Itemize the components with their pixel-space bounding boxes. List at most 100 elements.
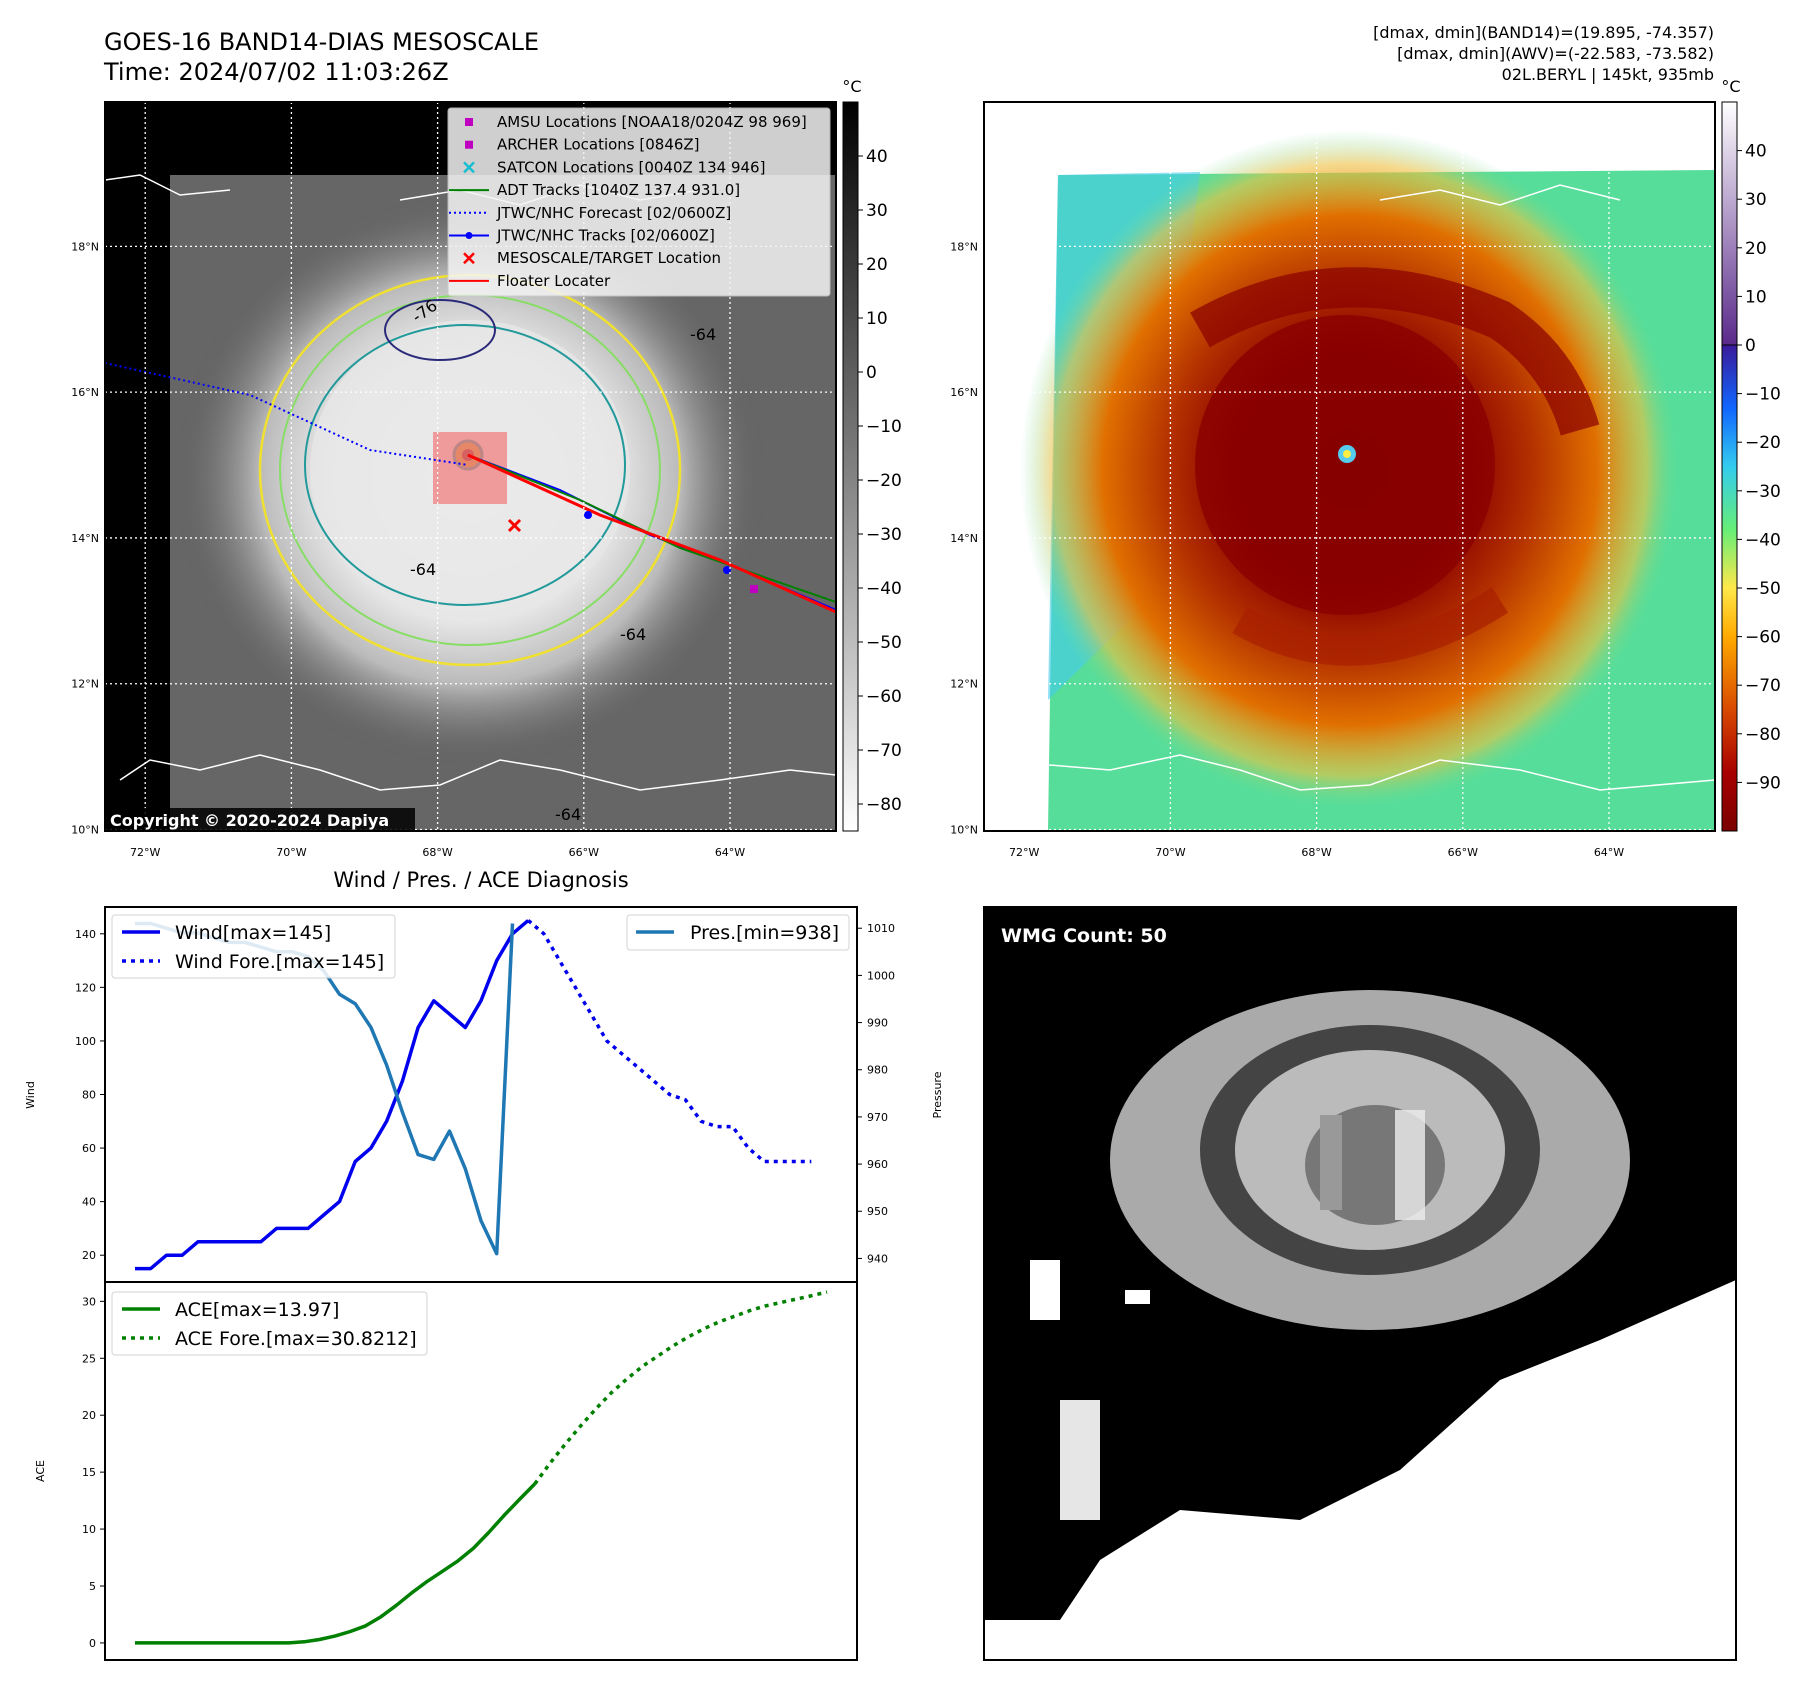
y-right-tick-label: 960 <box>867 1158 888 1171</box>
colorbar-tick-label: −10 <box>866 417 902 437</box>
ir-map-frame <box>104 101 837 832</box>
colorbar-tick-label: 0 <box>1745 336 1756 356</box>
y-right-tick-label: 990 <box>867 1017 888 1030</box>
y-tick-label: 20 <box>82 1249 96 1262</box>
copyright-text: Copyright © 2020-2024 Dapiya <box>110 811 389 830</box>
contour-label: -64 <box>555 805 581 824</box>
y-tick-label: 100 <box>75 1035 96 1048</box>
colorbar-tick-label: −80 <box>1745 725 1781 745</box>
y-right-tick-label: 970 <box>867 1111 888 1124</box>
legend-label: AMSU Locations [NOAA18/0204Z 98 969] <box>497 113 807 131</box>
legend-pressure: Pres.[min=938] <box>690 922 839 944</box>
coastline <box>1379 184 1621 206</box>
colorbar-tick-label: 0 <box>866 363 877 383</box>
legend-label: ADT Tracks [1040Z 137.4 931.0] <box>497 181 740 199</box>
lat-tick-label: 14°N <box>950 532 978 545</box>
y-tick-label: 80 <box>82 1089 96 1102</box>
y-tick-label: 30 <box>82 1295 96 1308</box>
legend-label: ARCHER Locations [0846Z] <box>497 136 700 154</box>
ace-chart: 0 5 10 15 20 25 30 ACE ACE[max=13.97] ACE Fore… <box>34 1281 858 1661</box>
coastline <box>999 754 1715 791</box>
y-tick-label: 40 <box>82 1196 96 1209</box>
lat-tick-label: 18°N <box>71 240 99 253</box>
legend-marker <box>465 118 473 126</box>
contour-label: -64 <box>410 560 436 579</box>
ace-axis-label: ACE <box>34 1460 47 1482</box>
forecast-track <box>105 362 469 466</box>
contour-label: -64 <box>620 625 646 644</box>
legend-label: MESOSCALE/TARGET Location <box>497 249 721 267</box>
colorbar-tick-label: −50 <box>1745 579 1781 599</box>
colorbar-unit: °C <box>1721 77 1740 96</box>
colorbar-tick-label: −70 <box>866 741 902 761</box>
legend-marker <box>465 140 473 149</box>
info-storm: 02L.BERYL | 145kt, 935mb <box>1502 65 1714 84</box>
y-right-tick-label: 940 <box>867 1252 888 1265</box>
figure-title: GOES-16 BAND14-DIAS MESOSCALE <box>104 28 539 56</box>
track-point <box>584 511 592 519</box>
colorbar-tick-label: 20 <box>866 255 888 275</box>
colorbar-tick-label: 30 <box>1745 190 1767 210</box>
lon-tick-label: 68°W <box>422 846 452 859</box>
colorbar-unit: °C <box>842 77 861 96</box>
diagnosis-title: Wind / Pres. / ACE Diagnosis <box>333 868 628 892</box>
lon-tick-label: 70°W <box>276 846 306 859</box>
gray-colorbar: °C 40 30 20 10 0 −10 −20 −30 −40 −50 −60 −70 −80 <box>842 77 902 832</box>
copyright-box <box>105 808 415 831</box>
map-legend: AMSU Locations [NOAA18/0204Z 98 969] ARCH… <box>447 107 831 297</box>
lon-tick-label: 70°W <box>1155 846 1185 859</box>
y-right-tick-label: 1010 <box>867 922 895 935</box>
lat-tick-label: 12°N <box>71 678 99 691</box>
color-colorbar: °C 40 30 20 10 0 −10 −20 −30 −40 −50 −60 −70 −80 −90 <box>1721 77 1781 832</box>
colorbar-tick-label: 10 <box>1745 287 1767 307</box>
colorbar-tick-label: −40 <box>866 579 902 599</box>
pressure-legend: Pres.[min=938] <box>626 914 850 951</box>
colorbar-tick-label: −60 <box>866 687 902 707</box>
y-right-tick-label: 1000 <box>867 969 895 982</box>
y-tick-label: 20 <box>82 1409 96 1422</box>
wmg-panel: WMG Count: 50 <box>983 906 1737 1661</box>
legend-ace-forecast: ACE Fore.[max=30.8212] <box>175 1328 417 1350</box>
coastline <box>119 754 836 791</box>
legend-label: JTWC/NHC Tracks [02/0600Z] <box>496 227 715 245</box>
lon-tick-label: 66°W <box>569 846 599 859</box>
colorbar-tick-label: 20 <box>1745 239 1767 259</box>
ace-legend: ACE[max=13.97] ACE Fore.[max=30.8212] <box>111 1291 428 1356</box>
colorbar-tick-label: −90 <box>1745 773 1781 793</box>
contour-navy <box>384 299 496 361</box>
spiral-band <box>1232 587 1509 666</box>
lat-tick-label: 14°N <box>71 532 99 545</box>
legend-wind-forecast: Wind Fore.[max=145] <box>175 951 384 973</box>
figure-time: Time: 2024/07/02 11:03:26Z <box>103 58 449 86</box>
wind-pressure-chart: 20 40 60 80 100 120 140 940 950 960 970 980 990 1000 1… <box>24 906 944 1283</box>
legend-label: Floater Locater <box>497 272 611 290</box>
y-tick-label: 60 <box>82 1142 96 1155</box>
wind-legend: Wind[max=145] Wind Fore.[max=145] <box>111 914 396 979</box>
y-right-tick-label: 980 <box>867 1064 888 1077</box>
pressure-axis-label: Pressure <box>931 1071 944 1118</box>
info-awv: [dmax, dmin](AWV)=(-22.583, -73.582) <box>1397 44 1714 63</box>
colorbar-tick-label: −70 <box>1745 676 1781 696</box>
lat-tick-label: 12°N <box>950 678 978 691</box>
lat-tick-label: 18°N <box>950 240 978 253</box>
colorbar-tick-label: 40 <box>866 147 888 167</box>
colorbar-tick-label: 10 <box>866 309 888 329</box>
amsu-marker <box>750 585 758 593</box>
lon-tick-label: 72°W <box>130 846 160 859</box>
colorbar-tick-label: 40 <box>1745 142 1767 162</box>
lat-tick-label: 10°N <box>950 824 978 837</box>
colorbar-tick-label: −50 <box>866 633 902 653</box>
y-tick-label: 140 <box>75 928 96 941</box>
spiral-band <box>1190 267 1600 436</box>
colorbar-tick-label: −10 <box>1745 385 1781 405</box>
track-point <box>723 566 731 574</box>
contour-label: -64 <box>690 325 716 344</box>
series-line-1 <box>527 919 812 1164</box>
wmg-frame <box>983 906 1737 1661</box>
legend-wind: Wind[max=145] <box>175 922 331 944</box>
contour-teal <box>304 324 626 606</box>
y-right-tick-label: 950 <box>867 1205 888 1218</box>
legend-label: SATCON Locations [0040Z 134 946] <box>497 158 765 176</box>
legend-ace: ACE[max=13.97] <box>175 1299 339 1321</box>
wind-axis-label: Wind <box>24 1081 37 1109</box>
